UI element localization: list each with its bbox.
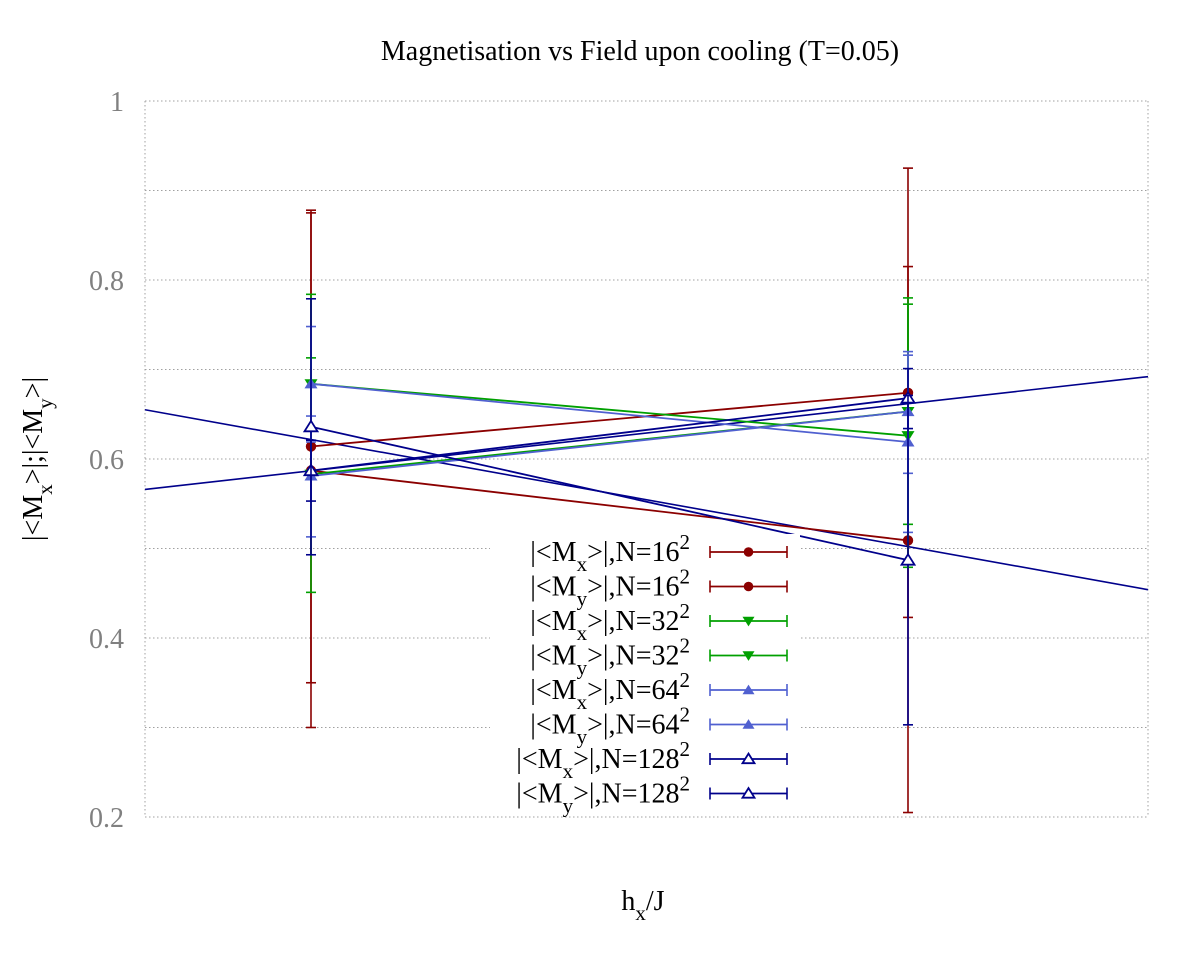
data-layer — [144, 167, 1149, 814]
legend-label: |<Mx>|,N=1282 — [516, 737, 690, 783]
legend-label: |<Mx>|,N=322 — [530, 599, 690, 645]
legend: |<Mx>|,N=162|<My>|,N=162|<Mx>|,N=322|<My… — [490, 530, 800, 818]
y-tick-label: 0.2 — [89, 803, 124, 834]
fit-line — [144, 375, 1149, 491]
legend-label: |<My>|,N=642 — [530, 703, 690, 749]
axes: 0.2 0.4 0.6 0.8 1 — [89, 87, 124, 834]
series-line — [310, 397, 909, 472]
series-line — [310, 469, 909, 542]
series-4 — [304, 325, 915, 534]
legend-label: |<My>|,N=162 — [530, 565, 690, 611]
series-line — [310, 391, 909, 448]
y-tick-label: 0.8 — [89, 266, 124, 297]
text-layer: Magnetisation vs Field upon cooling (T=0… — [18, 36, 899, 925]
series-2 — [304, 293, 915, 569]
data-point — [742, 719, 755, 729]
data-point — [740, 751, 757, 765]
data-point — [740, 786, 757, 799]
series-line — [310, 410, 909, 477]
data-point — [899, 552, 917, 566]
y-tick-label: 0.6 — [89, 445, 124, 476]
y-tick-label: 1 — [110, 87, 124, 118]
data-point — [743, 581, 754, 592]
data-point — [742, 616, 755, 627]
x-axis-label: hx/J — [621, 886, 664, 925]
chart-title: Magnetisation vs Field upon cooling (T=0… — [381, 36, 899, 67]
data-point — [302, 419, 320, 433]
y-axis-label: |<Mx>|;|<My>| — [18, 377, 57, 541]
data-point — [742, 684, 755, 695]
data-point — [743, 547, 754, 557]
legend-label: |<My>|,N=1282 — [516, 772, 690, 818]
series-line — [310, 382, 909, 437]
legend-label: |<My>|,N=322 — [530, 634, 690, 680]
series-line — [310, 425, 909, 562]
series-7 — [302, 297, 917, 726]
legend-label: |<Mx>|,N=162 — [530, 530, 690, 576]
legend-box — [490, 534, 800, 816]
series-line — [310, 382, 909, 443]
y-tick-label: 0.4 — [89, 624, 124, 655]
legend-label: |<Mx>|,N=642 — [530, 668, 690, 714]
data-point — [742, 651, 755, 661]
